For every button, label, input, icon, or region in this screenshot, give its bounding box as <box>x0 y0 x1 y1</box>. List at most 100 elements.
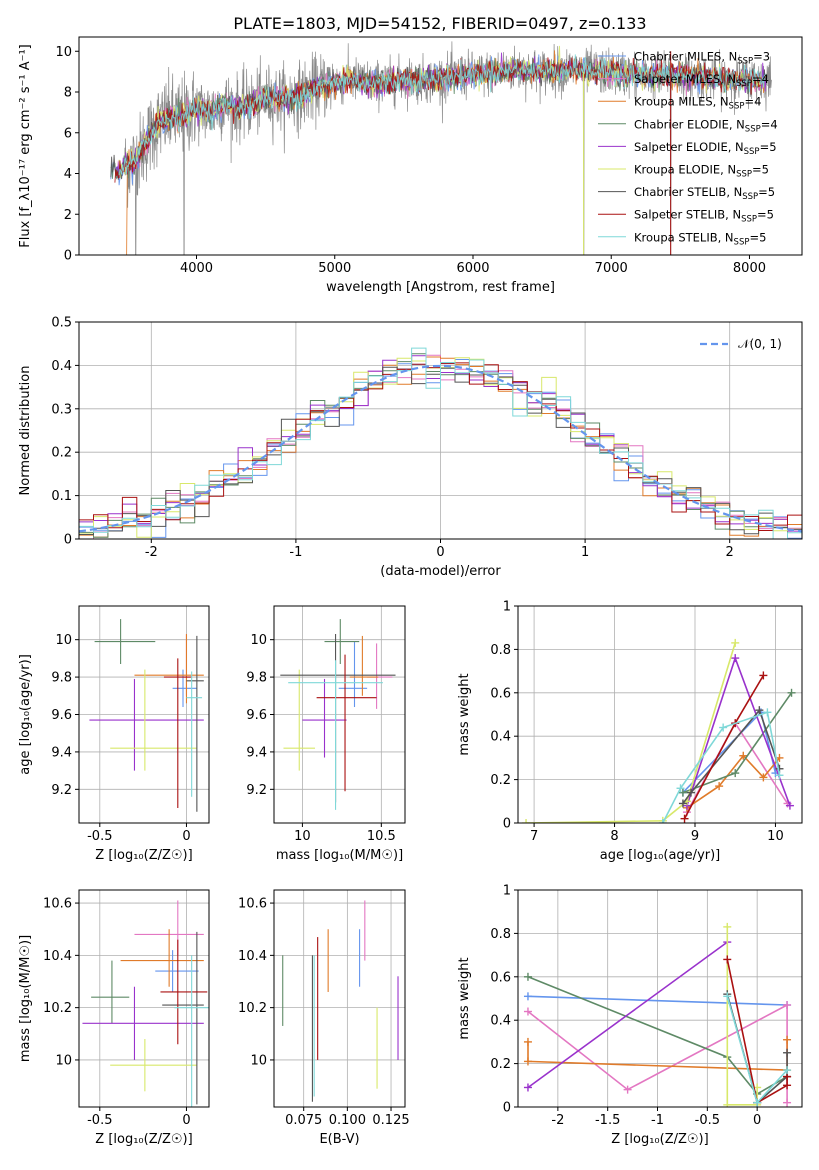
weight-point-marker <box>783 1001 792 1010</box>
weight-point-marker <box>723 922 732 931</box>
y-tick-label: 9.4 <box>51 745 72 760</box>
y-tick-label: 0 <box>503 1101 511 1116</box>
x-axis-label: mass [log₁₀(M/M☉)] <box>276 848 403 863</box>
axes-frame <box>517 605 803 824</box>
y-tick-label: 10.6 <box>43 897 72 912</box>
weight-point-marker <box>715 782 724 791</box>
weight-point-marker <box>723 992 732 1001</box>
legend-label: Chabrier ELODIE, NSSP=4 <box>634 117 778 134</box>
legend-label: Salpeter ELODIE, NSSP=5 <box>634 140 777 157</box>
legend-label: Salpeter MILES, NSSP=4 <box>634 72 769 89</box>
residuals-plot-area <box>79 347 802 539</box>
figure-title: PLATE=1803, MJD=54152, FIBERID=0497, z=0… <box>233 14 646 33</box>
weight-point-marker <box>523 1007 532 1016</box>
weight-point-marker <box>755 706 764 715</box>
y-tick-label: 9.6 <box>51 708 72 723</box>
weight-point-marker <box>686 788 695 797</box>
weight-point-marker <box>723 1100 732 1107</box>
weight-series-line <box>525 642 736 823</box>
x-tick-label: 0.125 <box>372 1113 409 1128</box>
weight-point-marker <box>719 723 728 732</box>
y-axis-label: mass weight <box>457 957 472 1039</box>
legend-label: Kroupa MILES, NSSP=4 <box>634 95 761 112</box>
weight-point-marker <box>731 654 740 663</box>
x-tick-label: 4000 <box>180 261 213 276</box>
y-tick-label: 0.4 <box>490 730 511 745</box>
x-tick-label: 8 <box>610 829 618 844</box>
x-axis-label: Z [log₁₀(Z/Z☉)] <box>95 1132 192 1147</box>
x-axis-label: Z [log₁₀(Z/Z☉)] <box>95 848 192 863</box>
y-tick-label: 0.2 <box>51 446 72 461</box>
y-tick-label: 10 <box>55 1053 72 1068</box>
weight-point-marker <box>678 788 687 797</box>
legend-label: Kroupa ELODIE, NSSP=5 <box>634 163 769 180</box>
axes-frame <box>273 889 406 1108</box>
y-tick-label: 9.2 <box>51 783 72 798</box>
x-tick-label: -0.5 <box>695 1113 720 1128</box>
weight-point-marker <box>787 688 796 697</box>
x-tick-label: 2 <box>726 545 734 560</box>
weight-point-marker <box>783 1081 792 1090</box>
y-tick-label: 9.8 <box>51 671 72 686</box>
y-tick-label: 0.6 <box>490 686 511 701</box>
weight-point-marker <box>523 972 532 981</box>
weight-point-marker <box>523 992 532 1001</box>
x-tick-label: 7 <box>530 829 538 844</box>
y-tick-label: 9.2 <box>246 783 267 798</box>
legend-label: Chabrier MILES, NSSP=3 <box>634 50 770 67</box>
y-tick-label: 9.8 <box>246 671 267 686</box>
y-tick-label: 10.2 <box>43 1001 72 1016</box>
y-tick-label: 10.6 <box>238 897 267 912</box>
x-tick-label: 0.100 <box>329 1113 366 1128</box>
y-axis-label: Normed distribution <box>18 366 33 496</box>
y-axis-label: mass [log₁₀(M/M☉)] <box>18 935 33 1062</box>
weight-point-marker <box>785 801 794 810</box>
x-axis-label: Z [log₁₀(Z/Z☉)] <box>611 1132 708 1147</box>
y-tick-label: 10.4 <box>43 949 72 964</box>
weight-point-marker <box>731 769 740 778</box>
y-tick-label: 0.2 <box>490 773 511 788</box>
axes-frame <box>517 889 803 1108</box>
y-tick-label: 0.4 <box>490 1014 511 1029</box>
y-tick-label: 9.6 <box>246 708 267 723</box>
age_vs_Z-plot-area <box>89 619 204 812</box>
weight-point-marker <box>731 638 740 647</box>
weight-point-marker <box>658 819 667 823</box>
mass_vs_ebv-plot-area <box>282 900 399 1102</box>
legend-label: Chabrier STELIB, NSSP=5 <box>634 185 775 202</box>
panel-mass_vs_Z: -0.5 0 10 10.2 10.4 10.6 Z [log₁₀(Z/Z☉)] mass [… <box>18 889 210 1147</box>
y-tick-label: 10.4 <box>238 949 267 964</box>
y-tick-label: 0 <box>503 817 511 832</box>
weight-point-marker <box>678 799 687 808</box>
spectrum-plot-area <box>110 41 772 255</box>
panel-spectrum: 4000 5000 6000 7000 8000 0 2 4 6 8 10 wavelength [A… <box>18 36 803 295</box>
x-axis-label: wavelength [Angstrom, rest frame] <box>326 280 555 295</box>
y-tick-label: 10 <box>250 633 267 648</box>
y-axis-label: age [log₁₀(age/yr)] <box>18 654 33 775</box>
x-tick-label: 6000 <box>456 261 489 276</box>
panel-mass_vs_ebv: 0.075 0.100 0.125 10 10.2 10.4 10.6 E(B-V) <box>238 889 410 1147</box>
axes-frame <box>78 889 210 1108</box>
weight-point-marker <box>623 1085 632 1094</box>
weight-point-marker <box>783 1066 792 1075</box>
x-tick-label: -0.5 <box>87 1113 112 1128</box>
y-tick-label: 0 <box>64 249 72 264</box>
mass_vs_Z-plot-area <box>82 900 209 1107</box>
legend-label: 𝒩(0, 1) <box>738 337 782 351</box>
x-tick-label: -2 <box>551 1113 564 1128</box>
age_vs_mass-plot-area <box>280 619 396 810</box>
y-tick-label: 0.1 <box>51 489 72 504</box>
weight-series-line <box>527 995 788 1006</box>
x-tick-label: -2 <box>145 545 158 560</box>
y-tick-label: 0 <box>64 533 72 548</box>
axes-frame <box>78 36 803 256</box>
panel-weight_vs_age: 7 8 9 10 0 0.2 0.4 0.6 0.8 1 age [log₁₀(age/yr)] ma… <box>457 600 803 863</box>
y-tick-label: 0.3 <box>51 402 72 417</box>
weight-point-marker <box>783 1048 792 1057</box>
weight-point-marker <box>523 1083 532 1092</box>
x-tick-label: 8000 <box>733 261 766 276</box>
x-tick-label: -1.5 <box>595 1113 620 1128</box>
x-tick-label: 0 <box>182 829 190 844</box>
y-axis-label: Flux [f_λ10⁻¹⁷ erg cm⁻² s⁻¹ A⁻¹] <box>18 44 33 248</box>
y-tick-label: 0.8 <box>490 927 511 942</box>
